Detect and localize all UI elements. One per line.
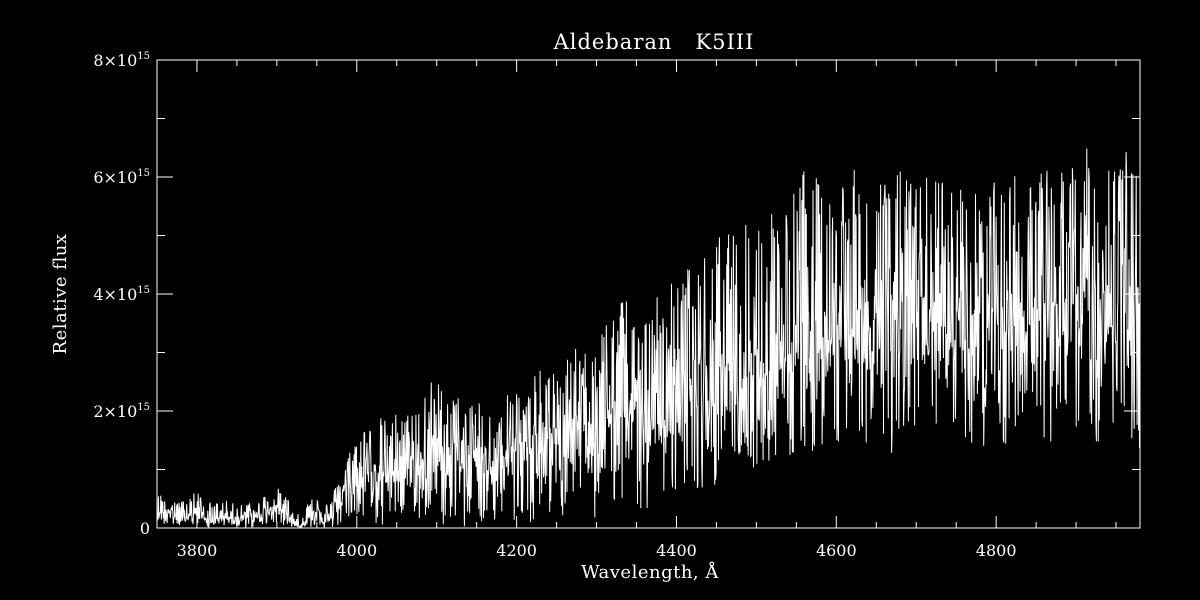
x-tick-label: 4600 — [816, 541, 857, 560]
x-tick-label: 4800 — [976, 541, 1017, 560]
y-tick-label: 6×1015 — [93, 168, 150, 187]
y-tick-label: 2×1015 — [93, 402, 150, 421]
x-tick-label: 4000 — [336, 541, 377, 560]
tick-labels: 3800 4000 4200 4400 4600 4800 0 2×1015 4×1015 6×1… — [93, 51, 1016, 560]
y-tick-label: 4×1015 — [93, 285, 150, 304]
x-tick-label: 3800 — [177, 541, 218, 560]
x-tick-label: 4400 — [656, 541, 697, 560]
x-axis-title: Wavelength, Å — [581, 561, 719, 583]
spectrum-series — [156, 148, 1140, 529]
spectrum-line — [156, 148, 1140, 529]
y-axis-title: Relative flux — [50, 234, 71, 355]
chart-title: Aldebaran K5III — [553, 30, 755, 54]
y-tick-label: 0 — [140, 519, 150, 538]
x-tick-label: 4200 — [496, 541, 537, 560]
plot-axes — [156, 59, 1141, 529]
y-tick-label: 8×1015 — [93, 51, 150, 70]
